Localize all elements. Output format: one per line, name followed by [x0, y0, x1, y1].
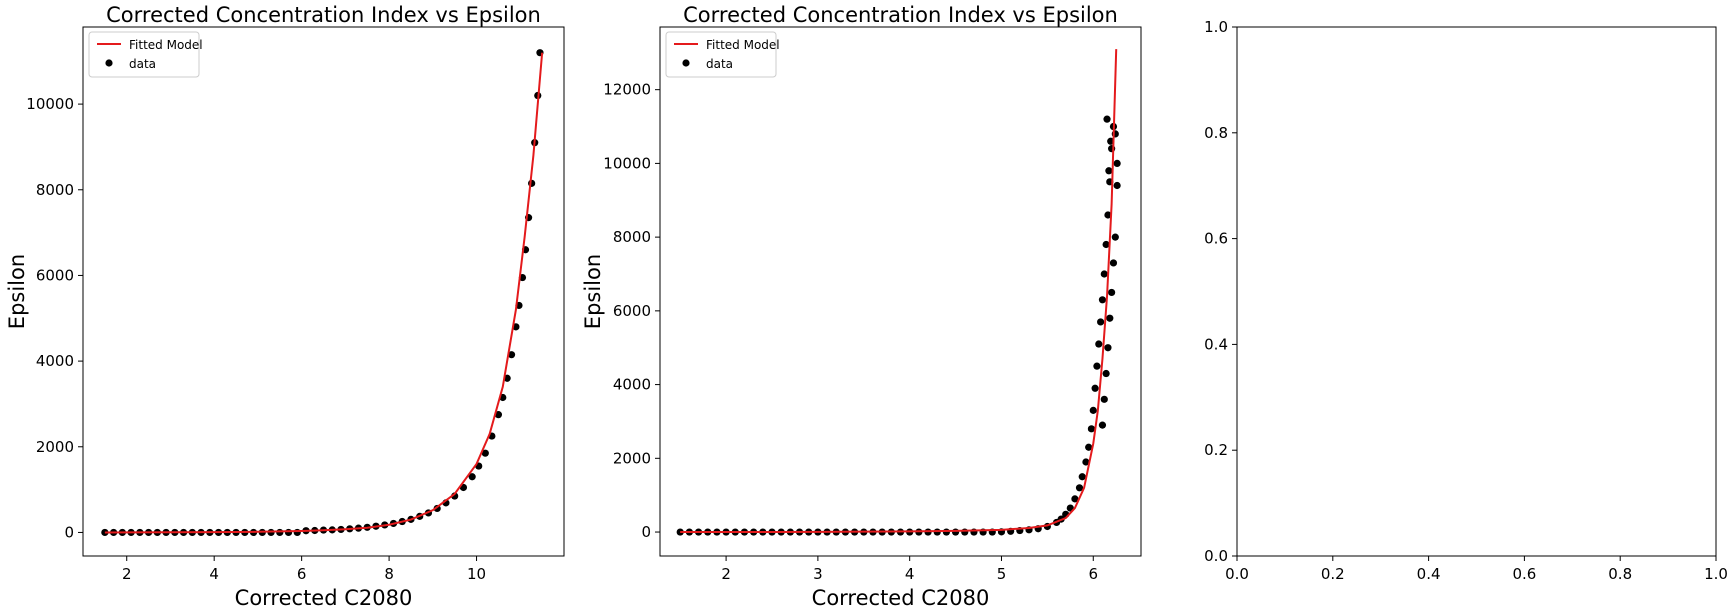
data-point	[1104, 344, 1112, 352]
data-point	[1106, 314, 1114, 322]
plot-area	[1236, 26, 1717, 557]
data-point	[494, 411, 503, 419]
legend-data-label: data	[129, 57, 156, 71]
x-axis-label: Corrected C2080	[812, 586, 990, 607]
data-point	[1109, 259, 1118, 267]
y-tick-label: 0.8	[1204, 124, 1228, 142]
fitted-model-line	[104, 52, 544, 534]
x-tick-label: 6	[297, 565, 307, 583]
plot-area	[82, 26, 565, 557]
x-tick-label: 3	[813, 565, 823, 583]
y-tick-label: 8000	[36, 181, 74, 199]
x-tick-label: 4	[905, 565, 915, 583]
data-point	[468, 473, 476, 481]
data-point	[1098, 296, 1107, 304]
chart-panel-3: 0.0 0.2 0.4 0.6 0.8 1.0 0.0 0.2 0.4 0.6 0.8 1.0	[1204, 18, 1728, 583]
legend-fit-label: Fitted Model	[129, 38, 203, 52]
y-tick-label: 8000	[613, 228, 651, 246]
x-tick-label: 0.8	[1608, 565, 1632, 583]
plot-marks	[101, 49, 544, 537]
data-point	[1082, 458, 1090, 466]
data-point	[1103, 115, 1111, 123]
data-point	[1071, 495, 1079, 503]
chart-panel-1: 2 4 6 8 10 0 2000 4000 6000 8000 10000 Corrected Co…	[5, 3, 565, 607]
y-axis-label: Epsilon	[581, 254, 605, 329]
legend: Fitted Model data	[88, 31, 203, 78]
x-axis-label: Corrected C2080	[235, 586, 413, 607]
x-tick-label: 10	[467, 565, 486, 583]
data-point	[1102, 240, 1110, 249]
data-point	[951, 528, 960, 536]
data-point	[1091, 384, 1099, 392]
y-tick-label: 0	[64, 523, 74, 541]
legend-data-label: data	[706, 57, 733, 71]
data-point	[1078, 473, 1086, 481]
x-tick-label: 8	[384, 565, 394, 583]
data-point	[961, 528, 969, 536]
data-point	[481, 449, 489, 457]
legend-fit-label: Fitted Model	[706, 38, 780, 52]
x-tick-label: 0.4	[1417, 565, 1441, 583]
data-point	[284, 528, 293, 537]
data-point	[1100, 395, 1108, 403]
plot-marks	[676, 49, 1121, 536]
y-tick-label: 6000	[36, 266, 74, 284]
y-tick-label: 10000	[603, 154, 651, 172]
x-tick-label: 2	[122, 565, 132, 583]
x-tick-label: 0.6	[1512, 565, 1536, 583]
y-tick-label: 6000	[613, 302, 651, 320]
x-tick-label: 2	[721, 565, 731, 583]
data-point	[1075, 484, 1084, 492]
y-tick-label: 4000	[613, 376, 651, 394]
x-tick-label: 5	[997, 565, 1007, 583]
legend: Fitted Model data	[665, 31, 780, 78]
y-tick-label: 2000	[36, 438, 74, 456]
x-tick-label: 0.2	[1321, 565, 1345, 583]
x-tick-label: 1.0	[1704, 565, 1728, 583]
data-point	[1095, 340, 1103, 348]
data-point	[1104, 211, 1112, 219]
y-tick-label: 0.0	[1204, 547, 1228, 565]
legend-data-swatch	[682, 59, 690, 67]
chart-title: Corrected Concentration Index vs Epsilon	[683, 3, 1118, 27]
data-point	[1089, 406, 1097, 414]
x-tick-label: 0.0	[1225, 565, 1249, 583]
data-point	[1113, 181, 1121, 190]
data-point	[1098, 421, 1107, 429]
data-point	[1097, 318, 1105, 326]
data-point	[276, 528, 284, 537]
data-point	[1087, 425, 1096, 433]
data-point	[1111, 233, 1119, 241]
y-tick-label: 4000	[36, 352, 74, 370]
y-tick-label: 12000	[603, 81, 651, 99]
data-point	[1100, 270, 1108, 278]
x-tick-label: 4	[209, 565, 219, 583]
y-tick-label: 0.2	[1204, 441, 1228, 459]
chart-panel-2: 2 3 4 5 6 0 2000 4000 6000 8000 10000 12000 Correcte…	[581, 3, 1142, 607]
data-point	[1102, 369, 1110, 378]
y-tick-label: 10000	[26, 95, 74, 113]
data-point	[507, 351, 516, 359]
x-tick-label: 6	[1088, 565, 1098, 583]
y-tick-label: 0	[641, 523, 651, 541]
fitted-model-line	[680, 49, 1118, 534]
y-tick-label: 2000	[613, 449, 651, 467]
data-point	[1108, 288, 1116, 297]
y-axis-label: Epsilon	[5, 254, 29, 329]
y-tick-label: 0.6	[1204, 230, 1228, 248]
legend-data-swatch	[105, 59, 113, 67]
data-point	[1093, 362, 1101, 370]
y-tick-label: 1.0	[1204, 18, 1228, 36]
chart-title: Corrected Concentration Index vs Epsilon	[106, 3, 541, 27]
y-tick-label: 0.4	[1204, 335, 1228, 353]
data-point	[1105, 167, 1113, 175]
data-point	[1085, 443, 1093, 451]
plot-area	[659, 26, 1142, 557]
data-point	[1113, 159, 1121, 167]
data-point	[293, 528, 301, 537]
